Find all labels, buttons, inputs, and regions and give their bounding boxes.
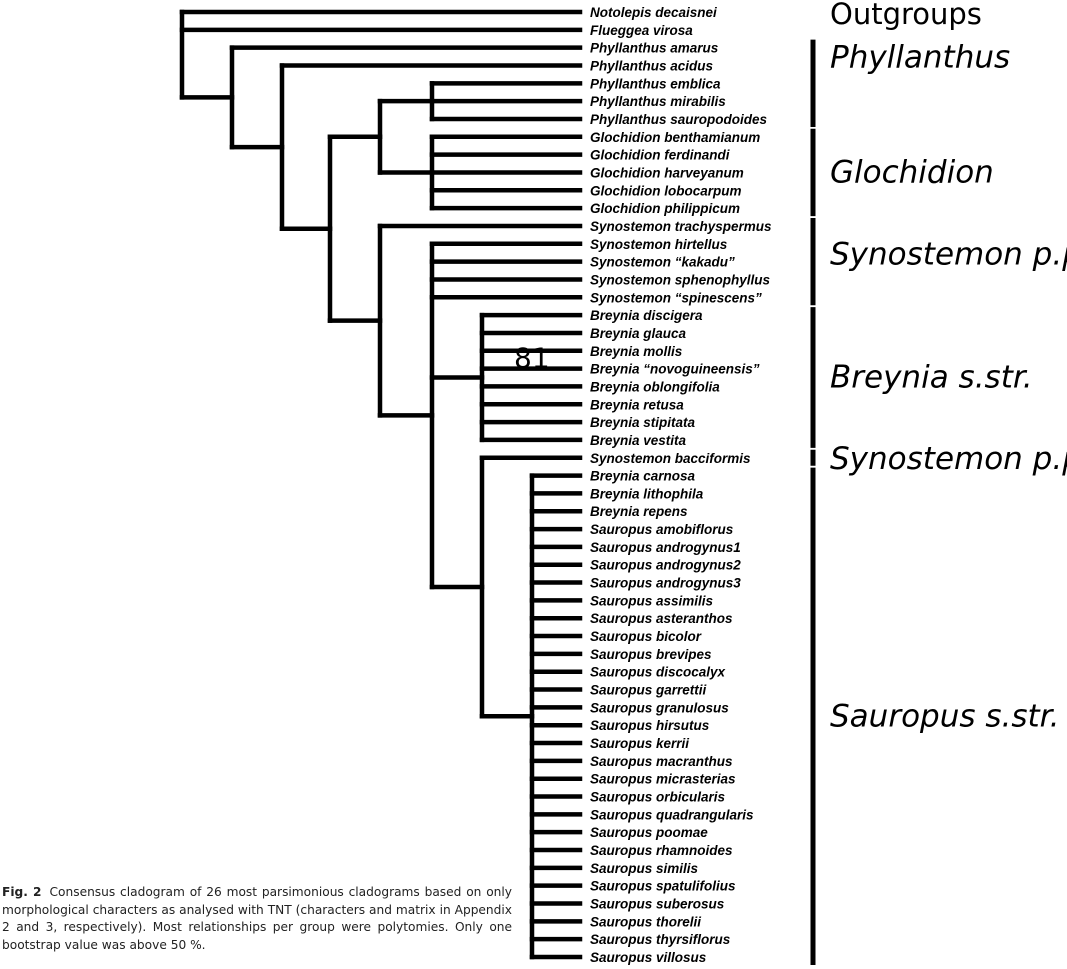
- taxon-label: Sauropus orbicularis: [590, 790, 726, 805]
- taxon-label: Sauropus discocalyx: [590, 665, 726, 680]
- taxon-label: Breynia repens: [590, 504, 688, 519]
- group-label: Phyllanthus: [830, 39, 1010, 75]
- taxon-label: Notolepis decaisnei: [590, 5, 717, 20]
- taxon-label: Synostemon “kakadu”: [590, 255, 735, 270]
- taxon-label: Synostemon trachyspermus: [590, 219, 772, 234]
- taxon-label: Phyllanthus acidus: [590, 58, 714, 73]
- figure-caption-text: Consensus cladogram of 26 most parsimoni…: [2, 885, 512, 952]
- taxon-label: Sauropus micrasterias: [590, 772, 736, 787]
- taxon-label: Sauropus suberosus: [590, 897, 725, 912]
- taxon-label: Synostemon bacciformis: [590, 451, 751, 466]
- figure-label: Fig. 2: [2, 885, 42, 899]
- taxon-label: Glochidion philippicum: [590, 201, 740, 216]
- taxon-label: Sauropus androgynus1: [590, 540, 741, 555]
- figure-caption: Fig. 2 Consensus cladogram of 26 most par…: [2, 884, 512, 954]
- taxon-label: Sauropus granulosus: [590, 700, 729, 715]
- taxon-label: Sauropus garrettii: [590, 683, 707, 698]
- taxon-label: Phyllanthus sauropodoides: [590, 112, 768, 127]
- group-label: Synostemon p.p.: [830, 237, 1067, 273]
- taxon-label: Flueggea virosa: [590, 23, 693, 38]
- bootstrap-value: 81: [514, 342, 550, 375]
- taxon-label: Glochidion lobocarpum: [590, 183, 742, 198]
- taxon-label: Sauropus quadrangularis: [590, 807, 754, 822]
- taxon-label: Sauropus kerrii: [590, 736, 689, 751]
- group-label: Sauropus s.str.: [830, 698, 1059, 734]
- taxon-label: Phyllanthus amarus: [590, 41, 719, 56]
- taxon-label: Breynia carnosa: [590, 469, 696, 484]
- taxon-label: Breynia stipitata: [590, 415, 696, 430]
- group-label: Outgroups: [830, 0, 982, 31]
- taxon-label: Sauropus androgynus3: [590, 576, 741, 591]
- taxon-label: Sauropus thorelii: [590, 914, 701, 929]
- taxon-label: Breynia vestita: [590, 433, 687, 448]
- taxon-label: Glochidion harveyanum: [590, 165, 744, 180]
- taxon-label: Sauropus assimilis: [590, 593, 714, 608]
- taxon-label: Sauropus asteranthos: [590, 611, 733, 626]
- taxon-label: Sauropus thyrsiflorus: [590, 932, 731, 947]
- taxon-label: Breynia glauca: [590, 326, 687, 341]
- group-label: Glochidion: [830, 154, 994, 190]
- taxon-label: Sauropus amobiflorus: [590, 522, 734, 537]
- taxon-label: Sauropus spatulifolius: [590, 879, 736, 894]
- taxon-label: Breynia “novoguineensis”: [590, 362, 760, 377]
- taxon-label: Sauropus villosus: [590, 950, 707, 965]
- taxon-label: Breynia discigera: [590, 308, 703, 323]
- taxon-label: Sauropus similis: [590, 861, 699, 876]
- group-label: Breynia s.str.: [830, 360, 1033, 396]
- taxon-label: Synostemon “spinescens”: [590, 290, 762, 305]
- taxon-label: Sauropus poomae: [590, 825, 708, 840]
- taxon-label: Breynia mollis: [590, 344, 683, 359]
- taxon-label: Sauropus hirsutus: [590, 718, 710, 733]
- taxon-label: Breynia oblongifolia: [590, 379, 720, 394]
- taxon-label: Synostemon sphenophyllus: [590, 272, 771, 287]
- taxon-label: Sauropus bicolor: [590, 629, 702, 644]
- taxon-label: Sauropus rhamnoides: [590, 843, 733, 858]
- taxon-label: Glochidion ferdinandi: [590, 148, 730, 163]
- taxon-label: Breynia lithophila: [590, 486, 704, 501]
- taxon-label: Sauropus brevipes: [590, 647, 712, 662]
- taxon-label: Glochidion benthamianum: [590, 130, 760, 145]
- taxon-label: Phyllanthus emblica: [590, 76, 721, 91]
- taxon-label: Sauropus macranthus: [590, 754, 733, 769]
- group-label: Synostemon p.p.: [830, 441, 1067, 477]
- taxon-label: Synostemon hirtellus: [590, 237, 728, 252]
- taxon-label: Sauropus androgynus2: [590, 558, 741, 573]
- taxon-label: Phyllanthus mirabilis: [590, 94, 726, 109]
- taxon-label: Breynia retusa: [590, 397, 684, 412]
